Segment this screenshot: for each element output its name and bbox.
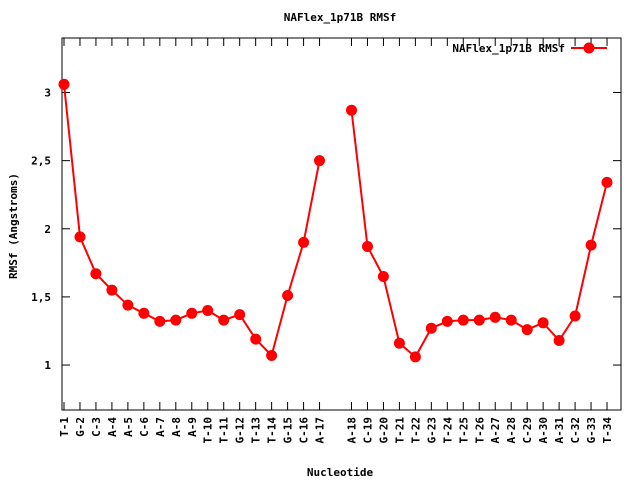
x-tick-label: C-29 bbox=[521, 417, 534, 444]
x-tick-label: A-8 bbox=[170, 417, 183, 437]
x-tick-label: T-10 bbox=[202, 417, 215, 444]
x-axis-label: Nucleotide bbox=[307, 466, 374, 479]
x-tick-label: C-16 bbox=[298, 417, 311, 444]
y-tick-label: 2 bbox=[44, 223, 51, 236]
x-tick-label: A-5 bbox=[122, 417, 135, 437]
x-tick-label: G-2 bbox=[74, 417, 87, 437]
y-axis: 1 1,5 2 2,5 3 bbox=[31, 87, 621, 372]
x-tick-label: G-15 bbox=[282, 417, 295, 444]
y-tick-label: 3 bbox=[44, 87, 51, 100]
x-tick-label: G-20 bbox=[377, 417, 390, 444]
x-tick-label: G-33 bbox=[585, 417, 598, 444]
data-point bbox=[138, 307, 150, 319]
x-tick-label: T-13 bbox=[250, 417, 263, 444]
x-tick-label: G-12 bbox=[234, 417, 247, 444]
x-tick-label: T-26 bbox=[473, 417, 486, 444]
x-tick-label: A-18 bbox=[345, 417, 358, 444]
plot-frame bbox=[61, 37, 622, 411]
x-tick-label: T-1 bbox=[58, 417, 71, 437]
data-point bbox=[585, 239, 597, 251]
data-point bbox=[90, 268, 102, 280]
x-tick-label: A-31 bbox=[553, 417, 566, 444]
x-tick-label: A-27 bbox=[489, 417, 502, 444]
data-point bbox=[377, 271, 389, 282]
data-point bbox=[122, 299, 134, 311]
y-axis-label: RMSf (Angstroms) bbox=[7, 173, 20, 279]
x-tick-label: A-17 bbox=[314, 417, 327, 444]
x-tick-label: C-19 bbox=[361, 417, 374, 444]
x-tick-label: T-14 bbox=[266, 417, 279, 444]
data-point bbox=[314, 155, 325, 167]
data-point bbox=[473, 314, 485, 326]
x-tick-label: A-9 bbox=[186, 417, 199, 437]
x-axis: T-1 G-2 C-3 A-4 A-5 C-6 A-7 A-8 A-9 T-10 T-11 G-12 T… bbox=[58, 38, 614, 444]
y-tick-label: 2,5 bbox=[31, 155, 51, 168]
data-point bbox=[74, 231, 86, 243]
data-point bbox=[569, 310, 581, 322]
y-tick-label: 1 bbox=[44, 359, 51, 372]
data-point bbox=[457, 314, 469, 326]
data-point bbox=[346, 104, 357, 116]
legend: NAFlex_1p71B RMSf bbox=[452, 42, 607, 55]
data-point bbox=[505, 314, 517, 326]
x-tick-label: G-23 bbox=[425, 417, 438, 444]
x-tick-label: C-3 bbox=[90, 417, 103, 437]
x-tick-label: T-22 bbox=[409, 417, 422, 444]
x-tick-label: T-34 bbox=[601, 417, 614, 444]
data-point bbox=[441, 315, 453, 327]
x-tick-label: A-28 bbox=[505, 417, 518, 444]
data-point bbox=[250, 333, 262, 345]
data-point bbox=[521, 324, 533, 336]
data-point bbox=[234, 309, 246, 321]
data-point bbox=[553, 335, 565, 346]
x-tick-label: A-7 bbox=[154, 417, 167, 437]
data-point bbox=[58, 78, 70, 90]
data-point bbox=[362, 241, 373, 252]
data-point bbox=[218, 314, 230, 326]
x-tick-label: C-32 bbox=[569, 417, 582, 444]
data-point bbox=[537, 317, 549, 329]
data-point bbox=[154, 315, 166, 327]
data-point bbox=[106, 284, 118, 296]
series-layer bbox=[58, 78, 613, 363]
x-tick-label: A-30 bbox=[537, 417, 550, 444]
data-point bbox=[202, 305, 214, 316]
data-point bbox=[425, 322, 437, 334]
x-tick-label: T-24 bbox=[441, 417, 454, 444]
legend-marker bbox=[583, 42, 595, 54]
x-tick-label: A-4 bbox=[106, 417, 119, 437]
data-point bbox=[601, 176, 613, 188]
data-point bbox=[298, 236, 310, 248]
data-point bbox=[170, 314, 182, 326]
data-point bbox=[393, 337, 405, 349]
x-tick-label: T-21 bbox=[393, 417, 406, 444]
data-point bbox=[489, 311, 501, 323]
legend-label: NAFlex_1p71B RMSf bbox=[452, 42, 565, 55]
data-point bbox=[409, 351, 421, 363]
data-point bbox=[282, 290, 294, 301]
chart-title: NAFlex_1p71B RMSf bbox=[284, 11, 397, 24]
x-tick-label: T-25 bbox=[457, 417, 470, 444]
x-tick-label: T-11 bbox=[218, 417, 231, 444]
y-tick-label: 1,5 bbox=[31, 291, 51, 304]
data-point bbox=[266, 350, 278, 361]
data-point bbox=[186, 307, 198, 319]
x-tick-label: C-6 bbox=[138, 417, 151, 437]
